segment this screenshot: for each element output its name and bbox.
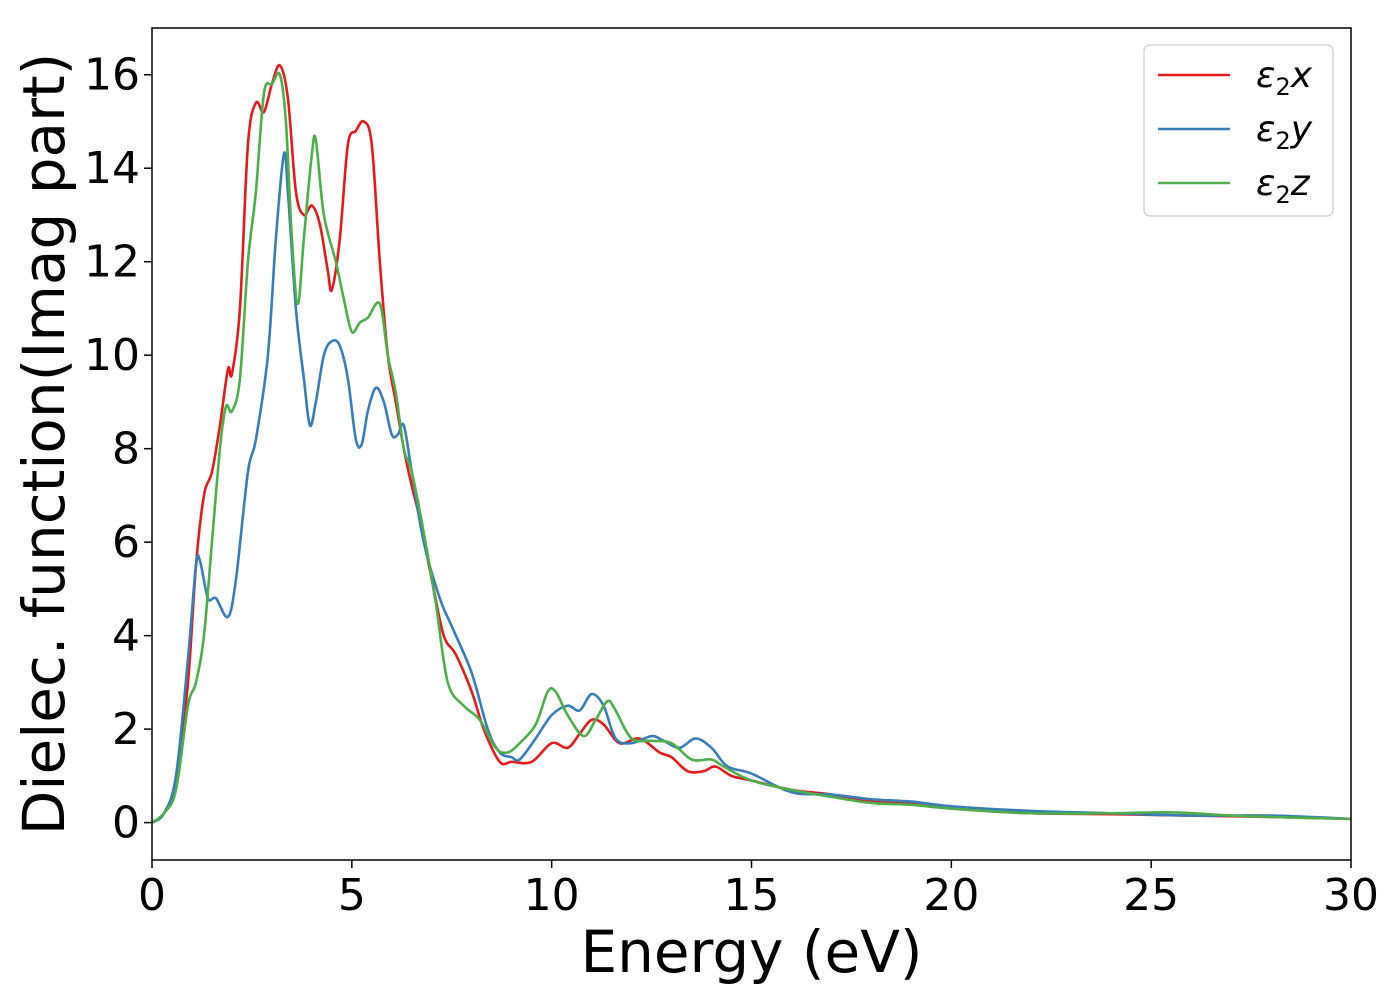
series-line-x	[152, 63, 1351, 824]
x-tick-label: 30	[1323, 870, 1379, 921]
y-tick-label: 16	[84, 50, 140, 101]
legend-label-z: ε2z	[1256, 163, 1311, 209]
x-axis-label: Energy (eV)	[580, 918, 922, 986]
y-tick-label: 14	[84, 143, 140, 194]
series-line-y	[152, 151, 1351, 824]
legend: ε2x ε2y ε2z	[1143, 44, 1334, 217]
y-tick-label: 6	[112, 517, 140, 568]
y-axis-ticks: 0 2 4 6 8 10 12 14 16	[84, 50, 152, 849]
y-tick-label: 4	[112, 611, 140, 662]
y-tick-label: 12	[84, 237, 140, 288]
legend-box	[1143, 44, 1334, 217]
x-tick-label: 5	[338, 870, 366, 921]
x-tick-label: 0	[138, 870, 166, 921]
series-line-z	[152, 71, 1351, 824]
y-tick-label: 10	[84, 330, 140, 381]
legend-label-x: ε2x	[1256, 55, 1313, 101]
legend-label-y: ε2y	[1256, 109, 1313, 155]
y-tick-label: 2	[112, 704, 140, 755]
x-axis-ticks: 0 5 10 15 20 25 30	[138, 860, 1379, 921]
x-tick-label: 10	[524, 870, 580, 921]
plot-lines	[152, 63, 1351, 824]
y-tick-label: 8	[112, 424, 140, 475]
y-axis-label: Dielec. function(Imag part)	[10, 53, 78, 836]
x-tick-label: 15	[724, 870, 780, 921]
x-tick-label: 20	[923, 870, 979, 921]
x-tick-label: 25	[1123, 870, 1179, 921]
y-tick-label: 0	[112, 798, 140, 849]
